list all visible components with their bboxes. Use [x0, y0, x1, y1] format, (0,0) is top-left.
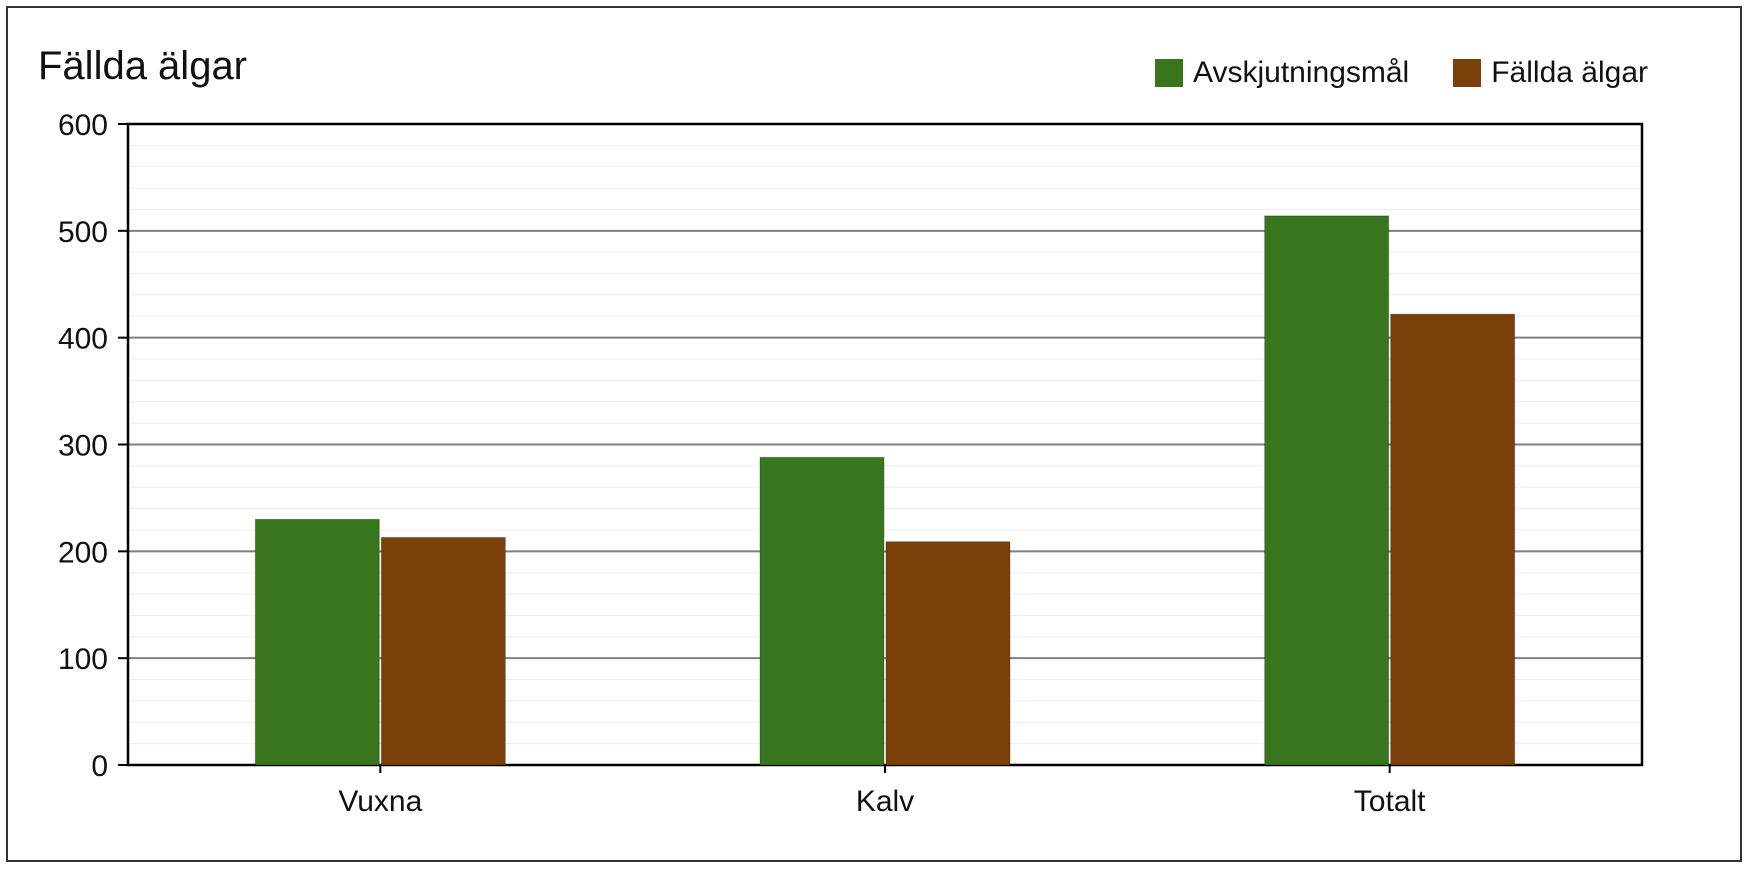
- legend-swatch-series-0: [1155, 59, 1184, 87]
- bar-kalv-series-1: [885, 541, 1011, 766]
- legend-swatch-series-1: [1453, 59, 1482, 87]
- y-tick-label: 200: [58, 536, 108, 569]
- x-tick-label: Kalv: [856, 785, 914, 818]
- y-tick-label: 0: [91, 750, 108, 783]
- x-tick-label: Vuxna: [338, 785, 422, 818]
- legend-item-series-1: Fällda älgar: [1453, 56, 1648, 90]
- bar-vuxna-series-1: [380, 536, 506, 766]
- y-tick-label: 500: [58, 216, 108, 249]
- legend-label-series-0: Avskjutningsmål: [1193, 56, 1410, 89]
- legend-item-series-0: Avskjutningsmål: [1155, 56, 1409, 90]
- chart-title: Fällda älgar: [38, 44, 248, 88]
- bar-totalt-series-0: [1264, 215, 1390, 766]
- y-tick-label: 600: [58, 109, 108, 142]
- bar-totalt-series-1: [1390, 313, 1516, 766]
- y-tick-label: 400: [58, 323, 108, 356]
- y-tick-label: 300: [58, 430, 108, 463]
- x-tick-label: Totalt: [1354, 785, 1426, 818]
- legend: Avskjutningsmål Fällda älgar: [1155, 56, 1648, 90]
- bar-vuxna-series-0: [254, 518, 380, 766]
- bar-kalv-series-0: [759, 456, 885, 766]
- y-tick-label: 100: [58, 643, 108, 676]
- legend-label-series-1: Fällda älgar: [1491, 56, 1648, 89]
